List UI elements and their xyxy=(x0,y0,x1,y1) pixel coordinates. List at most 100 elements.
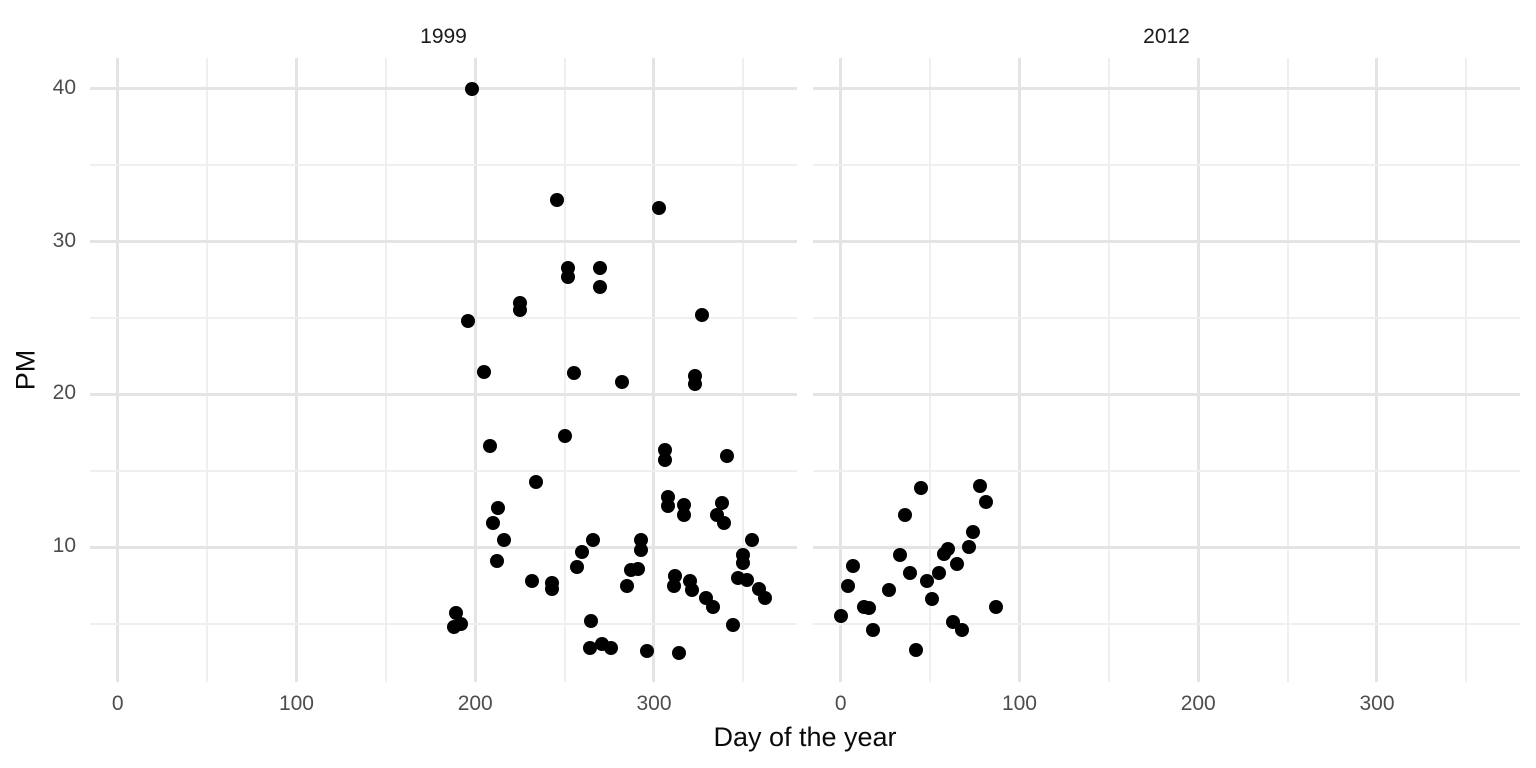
data-point xyxy=(661,499,676,514)
data-point xyxy=(489,554,504,569)
data-point xyxy=(898,508,913,523)
data-point xyxy=(736,555,751,570)
gridline-y-35 xyxy=(90,164,797,167)
y-tick-label: 20 xyxy=(52,381,76,405)
gridline-y-35 xyxy=(813,164,1520,167)
data-point xyxy=(582,641,597,656)
panel-2012 xyxy=(813,58,1520,682)
x-tick-label: 0 xyxy=(111,692,124,715)
x-tick-label: 300 xyxy=(1359,692,1395,715)
data-point xyxy=(908,642,923,657)
facet-label-1999: 1999 xyxy=(420,25,467,48)
data-point xyxy=(561,269,576,284)
data-point xyxy=(566,366,581,381)
data-point xyxy=(978,494,993,509)
gridline-x-0 xyxy=(839,58,843,682)
data-point xyxy=(965,525,980,540)
data-point xyxy=(745,532,760,547)
gridline-y-15 xyxy=(813,469,1520,472)
data-point xyxy=(525,574,540,589)
gridline-x-200 xyxy=(473,58,477,682)
gridline-x-50 xyxy=(206,58,209,682)
data-point xyxy=(486,515,501,530)
x-tick-label: 200 xyxy=(1180,692,1216,715)
data-point xyxy=(477,364,492,379)
data-point xyxy=(461,314,476,329)
data-point xyxy=(720,448,735,463)
data-point xyxy=(973,479,988,494)
data-point xyxy=(557,428,572,443)
data-point xyxy=(593,280,608,295)
data-point xyxy=(593,260,608,275)
gridline-x-250 xyxy=(563,58,566,682)
data-point xyxy=(903,566,918,581)
gridline-y-40 xyxy=(90,87,797,91)
data-point xyxy=(584,613,599,628)
data-point xyxy=(932,566,947,581)
data-point xyxy=(840,578,855,593)
data-point xyxy=(630,561,645,576)
data-point xyxy=(570,560,585,575)
data-point xyxy=(677,497,692,512)
data-point xyxy=(677,508,692,523)
gridline-x-50 xyxy=(929,58,932,682)
data-point xyxy=(919,574,934,589)
gridline-x-200 xyxy=(1196,58,1200,682)
data-point xyxy=(657,442,672,457)
data-point xyxy=(512,303,527,318)
data-point xyxy=(949,557,964,572)
data-point xyxy=(575,545,590,559)
y-tick-label: 30 xyxy=(52,228,76,252)
gridline-y-20 xyxy=(90,392,797,396)
data-point xyxy=(739,572,754,587)
gridline-x-300 xyxy=(1375,58,1379,682)
data-point xyxy=(666,578,681,593)
data-point xyxy=(989,600,1004,615)
gridline-x-350 xyxy=(742,58,745,682)
gridline-y-30 xyxy=(90,240,797,244)
gridline-y-5 xyxy=(90,622,797,625)
data-point xyxy=(924,592,939,607)
data-point xyxy=(892,548,907,563)
data-point xyxy=(604,641,619,656)
data-point xyxy=(955,623,970,637)
data-point xyxy=(620,578,635,593)
data-point xyxy=(482,439,497,454)
data-point xyxy=(496,532,511,547)
y-tick-label: 10 xyxy=(52,534,76,558)
data-point xyxy=(846,558,861,573)
gridline-y-25 xyxy=(90,317,797,319)
gridline-x-350 xyxy=(1465,58,1468,682)
gridline-y-15 xyxy=(90,469,797,472)
gridline-x-250 xyxy=(1286,58,1289,682)
data-point xyxy=(714,496,729,511)
gridline-y-30 xyxy=(813,240,1520,244)
data-point xyxy=(865,623,880,637)
data-point xyxy=(446,619,461,634)
gridline-x-100 xyxy=(294,58,298,682)
data-point xyxy=(545,581,560,596)
data-point xyxy=(550,193,565,208)
data-point xyxy=(586,532,601,547)
gridline-y-25 xyxy=(813,317,1520,319)
data-point xyxy=(914,480,929,495)
data-point xyxy=(491,500,506,515)
y-tick-label: 40 xyxy=(52,75,76,99)
data-point xyxy=(634,532,649,547)
gridline-x-150 xyxy=(1107,58,1110,682)
data-point xyxy=(652,200,667,215)
x-tick-label: 100 xyxy=(1001,692,1037,715)
data-point xyxy=(725,618,740,633)
x-tick-label: 0 xyxy=(834,692,847,715)
x-tick-label: 100 xyxy=(278,692,314,715)
data-point xyxy=(962,540,977,555)
data-point xyxy=(684,583,699,598)
data-point xyxy=(464,81,479,96)
data-point xyxy=(940,541,955,556)
data-point xyxy=(634,543,649,558)
data-point xyxy=(529,474,543,489)
data-point xyxy=(757,590,772,605)
gridline-y-10 xyxy=(813,545,1520,549)
data-point xyxy=(657,453,672,468)
